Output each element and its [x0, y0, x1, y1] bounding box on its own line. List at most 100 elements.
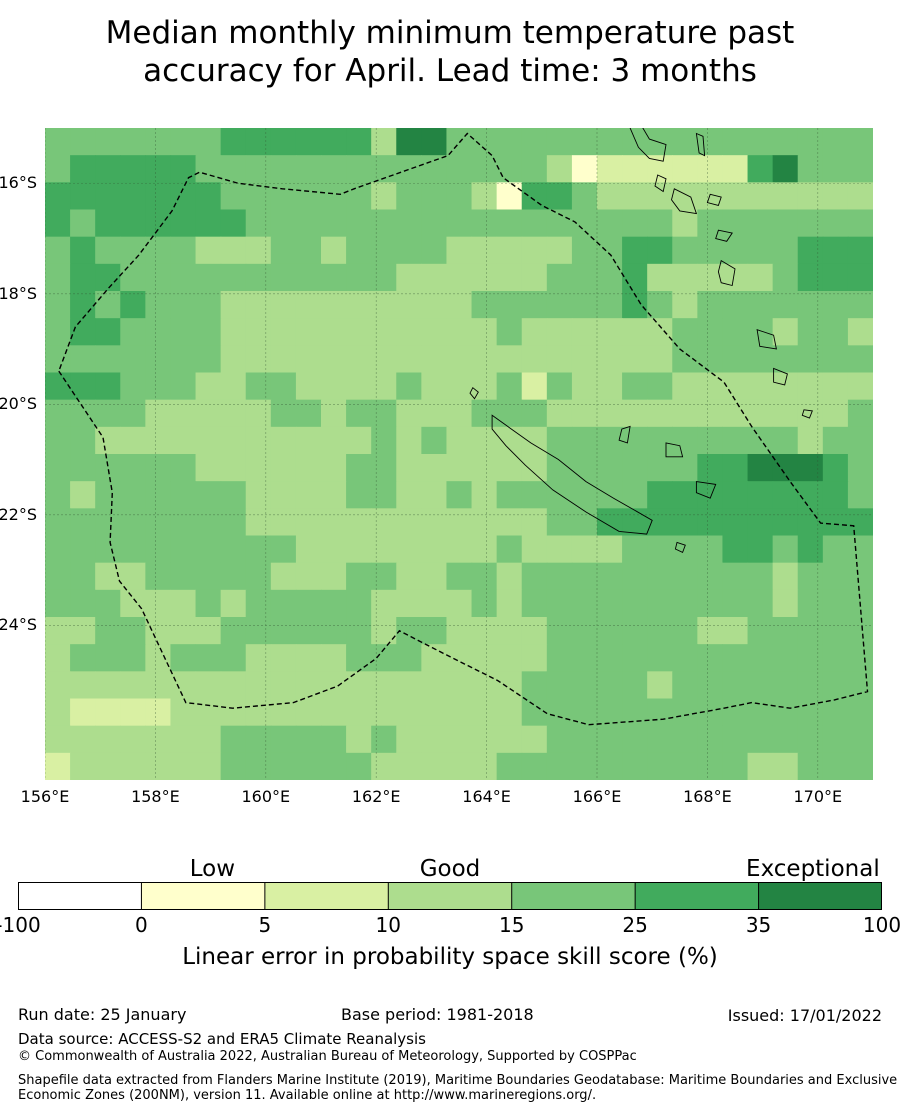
grid-cell [521, 535, 548, 564]
grid-cell [747, 182, 774, 211]
latitude-label: 22°S [0, 504, 37, 524]
grid-cell [722, 698, 749, 727]
grid-cell [170, 155, 197, 183]
grid-cell [597, 671, 623, 700]
grid-cell [697, 617, 724, 645]
grid-cell [371, 209, 397, 238]
grid-cell [597, 508, 623, 537]
grid-cell [546, 236, 573, 265]
grid-cell [747, 345, 774, 374]
grid-cell [697, 508, 724, 537]
grid-cell [346, 209, 372, 238]
grid-cell [747, 589, 774, 618]
grid-cell [346, 589, 372, 618]
grid-cell [772, 535, 799, 564]
grid-cell [396, 671, 422, 700]
grid-cell [597, 128, 623, 156]
grid-cell [396, 263, 422, 292]
grid-cell [797, 454, 824, 482]
grid-cell [446, 372, 473, 401]
grid-cell [672, 155, 698, 183]
longitude-label: 162°E [351, 787, 401, 806]
grid-cell [45, 752, 71, 780]
grid-cell [145, 128, 172, 156]
grid-cell [672, 209, 698, 238]
grid-cell [847, 481, 873, 509]
grid-cell [421, 128, 448, 156]
grid-cell [396, 291, 422, 319]
grid-cell [195, 236, 222, 265]
grid-cell [697, 454, 724, 482]
grid-cell [847, 671, 873, 700]
grid-cell [822, 426, 849, 455]
grid-cell [346, 372, 372, 401]
grid-cell [245, 617, 272, 645]
grid-cell [95, 236, 121, 265]
grid-cell [321, 454, 347, 482]
grid-cell [295, 318, 322, 346]
grid-cell [295, 372, 322, 401]
grid-cell [270, 345, 297, 374]
grid-cell [396, 318, 422, 346]
island-outline [717, 259, 736, 287]
grid-cell [45, 372, 71, 401]
grid-cell [95, 454, 121, 482]
graticule [45, 128, 873, 780]
grid-cell [722, 291, 749, 319]
grid-cell [195, 263, 222, 292]
grid-cell [220, 752, 247, 780]
grid-cell [145, 752, 172, 780]
grid-cell [346, 508, 372, 537]
grid-cell [622, 562, 648, 591]
grid-cell [396, 182, 422, 211]
grid-cell [371, 752, 397, 780]
grid-cell [797, 426, 824, 455]
grid-cell [571, 155, 598, 183]
grid-cell [521, 263, 548, 292]
grid-cell [496, 345, 523, 374]
grid-cell [822, 752, 849, 780]
grid-cell [546, 128, 573, 156]
grid-cell [747, 562, 774, 591]
grid-cell [597, 562, 623, 591]
longitude-label: 170°E [793, 787, 843, 806]
grid-cell [195, 426, 222, 455]
grid-cell [70, 562, 96, 591]
grid-cell [220, 345, 247, 374]
grid-cell [170, 454, 197, 482]
grid-cell [45, 725, 71, 754]
grid-cell [797, 372, 824, 401]
grid-cell [847, 128, 873, 156]
grid-cell [446, 454, 473, 482]
grid-cell [95, 589, 121, 618]
grid-cell [622, 535, 648, 564]
grid-cell [95, 752, 121, 780]
grid-cell [270, 291, 297, 319]
grid-cell [747, 535, 774, 564]
island-outline [695, 481, 717, 499]
grid-cell [245, 698, 272, 727]
grid-cell [521, 345, 548, 374]
grid-cell [120, 399, 146, 428]
grid-cell [321, 182, 347, 211]
grid-cell [120, 155, 146, 183]
grid-cell [346, 562, 372, 591]
grid-cell [571, 589, 598, 618]
grid-cell [346, 752, 372, 780]
grid-cell [672, 508, 698, 537]
grid-cell [597, 617, 623, 645]
grid-cell [622, 263, 648, 292]
grid-cell [195, 291, 222, 319]
grid-cell [471, 562, 498, 591]
grid-cell [371, 617, 397, 645]
grid-cell [120, 481, 146, 509]
grid-cell [371, 345, 397, 374]
grid-cell [220, 698, 247, 727]
grid-cell [195, 535, 222, 564]
grid-cell [546, 752, 573, 780]
grid-cell [571, 372, 598, 401]
grid-cell [672, 426, 698, 455]
latitude-label: 18°S [0, 283, 37, 303]
grid-cell [521, 589, 548, 618]
grid-cell [672, 263, 698, 292]
